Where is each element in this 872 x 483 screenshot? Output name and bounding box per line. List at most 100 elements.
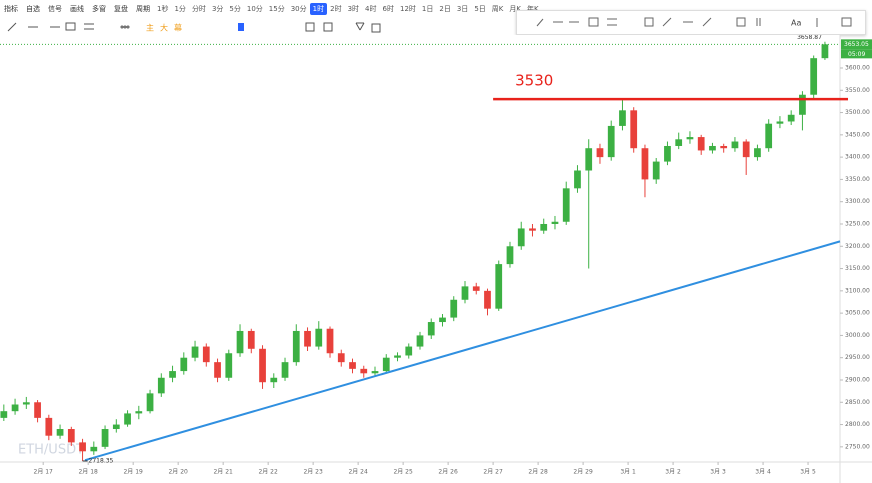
candle-body [315, 328, 323, 347]
indicator-mark[interactable]: 幕 [174, 23, 182, 33]
candle-body [79, 442, 86, 452]
period[interactable]: 15分 [268, 5, 285, 13]
y-tick-label: 3200.00 [845, 243, 870, 250]
ftool[interactable] [736, 17, 746, 27]
candle-body [157, 377, 165, 394]
y-tick-label: 3250.00 [845, 220, 870, 227]
watermark: ETH/USDT [18, 443, 84, 458]
period[interactable]: 6时 [382, 5, 394, 13]
y-tick-label: 2900.00 [845, 376, 870, 383]
tool-more[interactable] [123, 25, 127, 29]
menu-item[interactable]: 指标 [4, 5, 18, 13]
candle-body [765, 123, 773, 149]
x-tick-label: 2月 28 [528, 469, 548, 476]
text-tool[interactable]: Aa [791, 19, 801, 28]
ftool[interactable] [662, 17, 672, 27]
countdown: 05:09 [848, 51, 865, 58]
trend-line [84, 240, 841, 462]
candle-body [596, 148, 604, 158]
y-tick-label: 3100.00 [845, 287, 870, 294]
candle-body [292, 330, 300, 363]
y-tick-label: 3150.00 [845, 265, 870, 272]
indicator-mark[interactable]: 大 [160, 23, 168, 33]
period[interactable]: 1日 [421, 5, 434, 13]
period[interactable]: 3分 [211, 5, 224, 13]
tool-rect[interactable] [65, 22, 76, 31]
candle-body [799, 94, 806, 115]
ftool[interactable] [644, 17, 654, 27]
period[interactable]: 月K [509, 5, 521, 13]
candle-body [22, 402, 30, 405]
candle-body [427, 322, 435, 336]
period[interactable]: 分时 [191, 5, 206, 13]
candle-body [742, 141, 750, 158]
ftool[interactable] [536, 18, 544, 27]
plot-area [0, 35, 840, 462]
candle-body [112, 424, 120, 430]
ftool[interactable] [702, 17, 712, 27]
candle-body [776, 121, 784, 124]
candle-body [90, 446, 98, 452]
tool-line[interactable] [7, 22, 17, 32]
period[interactable]: 2时 [330, 5, 342, 13]
candle-body [607, 125, 615, 158]
indicator-mark[interactable]: 主 [146, 23, 154, 33]
candle-body [787, 114, 795, 122]
candle-body [450, 299, 458, 318]
low-label: 2718.35 [89, 457, 114, 464]
menu-item[interactable]: 自选 [26, 5, 40, 13]
period[interactable]: 1时 [309, 3, 328, 15]
candle-body [562, 188, 570, 222]
period[interactable]: 年K [526, 5, 539, 13]
candle-body [191, 346, 199, 358]
ftool[interactable] [588, 17, 599, 27]
period[interactable]: 1秒 [157, 5, 169, 13]
period[interactable]: 10分 [246, 5, 263, 13]
candle-body [484, 290, 491, 309]
candle-body [202, 346, 210, 363]
candle-body [697, 137, 705, 151]
ftool[interactable] [841, 17, 852, 27]
candle-body [180, 357, 188, 372]
candle-body [821, 44, 829, 59]
high-label: 3658.87 [797, 35, 822, 41]
y-tick-label: 3450.00 [845, 131, 870, 138]
x-tick-label: 3月 5 [800, 469, 816, 476]
menu-item[interactable]: 复盘 [114, 5, 128, 13]
period[interactable]: 3时 [347, 5, 360, 13]
candle-body [337, 353, 345, 363]
tool-image[interactable] [323, 22, 333, 32]
x-tick-label: 2月 23 [303, 469, 323, 476]
candle-body [506, 246, 514, 265]
candle-body [641, 148, 649, 180]
menu-item[interactable]: 周期 [136, 5, 150, 13]
tool-delete[interactable] [371, 23, 381, 33]
y-tick-label: 3300.00 [845, 198, 870, 205]
candle-body [0, 411, 8, 418]
y-tick-label: 3550.00 [845, 87, 870, 94]
y-tick-label: 2850.00 [845, 399, 870, 406]
period[interactable]: 周K [491, 5, 504, 13]
menu-item[interactable]: 多窗 [92, 5, 106, 13]
period[interactable]: 12时 [399, 5, 416, 13]
period[interactable]: 30分 [290, 5, 307, 13]
menu-item[interactable]: 信号 [48, 5, 62, 13]
x-tick-label: 3月 4 [755, 469, 771, 476]
tool-bookmark[interactable] [238, 23, 244, 31]
x-tick-label: 2月 21 [213, 469, 233, 476]
candle-body [247, 330, 255, 349]
tool-lock[interactable] [305, 22, 315, 32]
period[interactable]: 5分 [229, 5, 241, 13]
menu-item[interactable]: 画线 [70, 5, 84, 13]
period[interactable]: 3日 [456, 5, 469, 13]
y-tick-label: 3000.00 [845, 332, 870, 339]
candle-body [225, 353, 233, 378]
period[interactable]: 5日 [474, 5, 486, 13]
period[interactable]: 4时 [365, 5, 377, 13]
candle-body [529, 228, 536, 231]
candle-body [11, 404, 19, 412]
candle-body [731, 141, 739, 149]
period[interactable]: 2日 [439, 5, 451, 13]
period[interactable]: 1分 [174, 5, 186, 13]
